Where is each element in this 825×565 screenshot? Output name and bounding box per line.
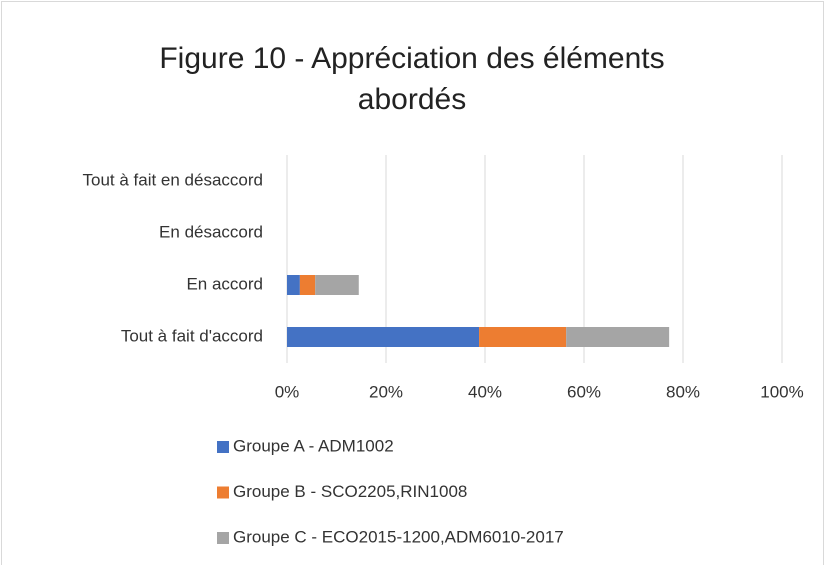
bar-segment xyxy=(479,327,567,347)
x-tick-label: 20% xyxy=(369,382,403,401)
y-tick-label: En désaccord xyxy=(159,222,263,241)
y-tick-label: En accord xyxy=(186,274,263,293)
legend-label: Groupe B - SCO2205,RIN1008 xyxy=(233,482,467,501)
x-tick-label: 40% xyxy=(468,382,502,401)
legend-swatch xyxy=(217,486,229,499)
legend-label: Groupe C - ECO2015-1200,ADM6010-2017 xyxy=(233,527,564,546)
bar-segment xyxy=(566,327,670,347)
chart-title: Figure 10 - Appréciation des éléments ab… xyxy=(159,42,665,116)
x-tick-label: 60% xyxy=(567,382,601,401)
bar-segment xyxy=(299,275,316,295)
legend-swatch xyxy=(217,441,229,453)
bar-segment xyxy=(315,275,359,295)
y-tick-label: Tout à fait en désaccord xyxy=(82,170,263,189)
x-tick-label: 100% xyxy=(760,382,803,401)
x-tick-label: 80% xyxy=(666,382,700,401)
x-tick-label: 0% xyxy=(275,382,300,401)
bar-segment xyxy=(287,327,480,347)
y-tick-label: Tout à fait d'accord xyxy=(121,326,263,345)
bar-segment xyxy=(287,275,300,295)
legend-swatch xyxy=(217,532,229,544)
legend-label: Groupe A - ADM1002 xyxy=(233,436,394,455)
